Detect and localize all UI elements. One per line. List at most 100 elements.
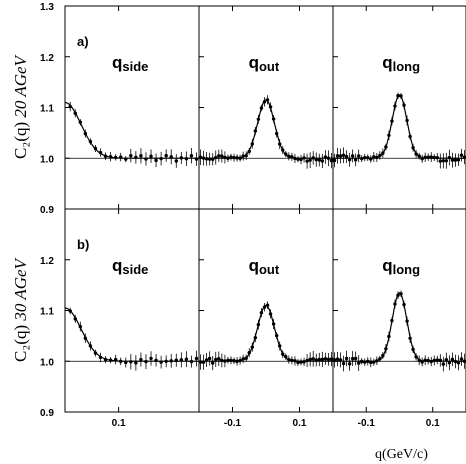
data-point xyxy=(317,352,321,367)
data-point xyxy=(456,153,461,166)
data-marker xyxy=(341,361,346,366)
data-point xyxy=(366,154,370,161)
data-point xyxy=(154,353,158,367)
y-tick-label: 0.9 xyxy=(40,408,54,419)
data-point xyxy=(271,115,276,123)
data-marker xyxy=(308,158,312,162)
data-marker xyxy=(207,356,212,361)
data-point xyxy=(268,309,273,319)
data-marker xyxy=(420,360,424,364)
data-marker xyxy=(396,94,400,98)
data-point xyxy=(353,153,358,167)
data-point xyxy=(287,355,291,364)
data-marker xyxy=(435,358,439,362)
data-marker xyxy=(390,318,394,323)
data-point xyxy=(408,133,412,140)
data-point xyxy=(235,357,239,366)
data-point xyxy=(447,355,452,371)
data-marker xyxy=(317,357,321,362)
data-marker xyxy=(169,359,173,363)
data-point xyxy=(305,153,309,169)
data-marker xyxy=(293,156,297,161)
data-marker xyxy=(302,360,306,364)
data-marker xyxy=(253,129,258,133)
data-point xyxy=(363,153,367,162)
y-tick-label: 1.1 xyxy=(40,307,54,318)
data-marker xyxy=(369,360,373,365)
data-marker xyxy=(244,356,248,360)
data-point xyxy=(456,355,461,371)
panel-tag: a) xyxy=(77,34,89,49)
y-tick-label: 1.2 xyxy=(40,256,54,267)
data-point xyxy=(296,156,300,163)
data-point xyxy=(426,153,430,161)
data-point xyxy=(164,149,168,162)
data-point xyxy=(129,148,133,163)
data-point xyxy=(350,351,355,367)
data-marker xyxy=(281,352,285,356)
y-tick-label: 0.9 xyxy=(40,205,54,216)
data-marker xyxy=(456,361,461,365)
data-marker xyxy=(326,357,331,361)
data-point xyxy=(134,151,138,164)
data-point xyxy=(402,301,406,309)
data-marker xyxy=(438,159,443,163)
q-subscript: long xyxy=(393,59,420,74)
data-point xyxy=(169,353,173,368)
data-marker xyxy=(314,358,318,362)
data-marker xyxy=(241,357,245,361)
data-marker xyxy=(220,358,224,363)
data-marker xyxy=(88,344,93,348)
data-point xyxy=(268,102,273,112)
data-point xyxy=(350,149,355,163)
data-point xyxy=(372,151,376,162)
data-point xyxy=(393,299,397,309)
data-point xyxy=(149,149,153,163)
data-point xyxy=(83,129,88,138)
y-axis-label-main: C₂(q) xyxy=(11,118,30,159)
data-marker xyxy=(119,155,123,159)
data-point xyxy=(211,153,215,166)
fit-curve xyxy=(199,99,333,159)
data-marker xyxy=(159,360,163,364)
data-marker xyxy=(223,155,227,160)
data-marker xyxy=(184,157,189,161)
data-marker xyxy=(241,154,245,158)
data-marker xyxy=(335,154,340,158)
data-point xyxy=(405,115,409,126)
data-point xyxy=(429,356,433,367)
data-marker xyxy=(450,158,455,162)
data-marker xyxy=(356,361,361,365)
data-point xyxy=(154,153,158,168)
data-point xyxy=(244,354,248,362)
data-marker xyxy=(220,154,224,158)
data-point xyxy=(229,356,233,365)
data-marker xyxy=(305,159,309,163)
q-subscript: side xyxy=(122,262,148,277)
data-marker xyxy=(274,333,279,338)
data-marker xyxy=(393,302,397,306)
data-marker xyxy=(417,154,421,158)
data-point xyxy=(201,354,206,370)
data-marker xyxy=(441,159,446,163)
data-point xyxy=(332,352,337,368)
data-point xyxy=(108,151,113,162)
data-marker xyxy=(214,155,218,160)
data-marker xyxy=(459,153,464,157)
data-marker xyxy=(402,103,406,107)
data-marker xyxy=(265,303,270,307)
data-marker xyxy=(317,158,321,162)
data-point xyxy=(73,109,77,118)
data-point xyxy=(390,317,394,324)
data-marker xyxy=(375,359,379,363)
data-marker xyxy=(194,356,199,361)
data-marker xyxy=(232,155,236,160)
data-marker xyxy=(268,105,273,109)
data-marker xyxy=(399,292,403,296)
q-component-label: qlong xyxy=(382,53,420,74)
x-tick-label: -0.1 xyxy=(224,418,242,429)
data-marker xyxy=(432,358,436,363)
data-marker xyxy=(429,155,433,159)
data-marker xyxy=(217,154,221,158)
